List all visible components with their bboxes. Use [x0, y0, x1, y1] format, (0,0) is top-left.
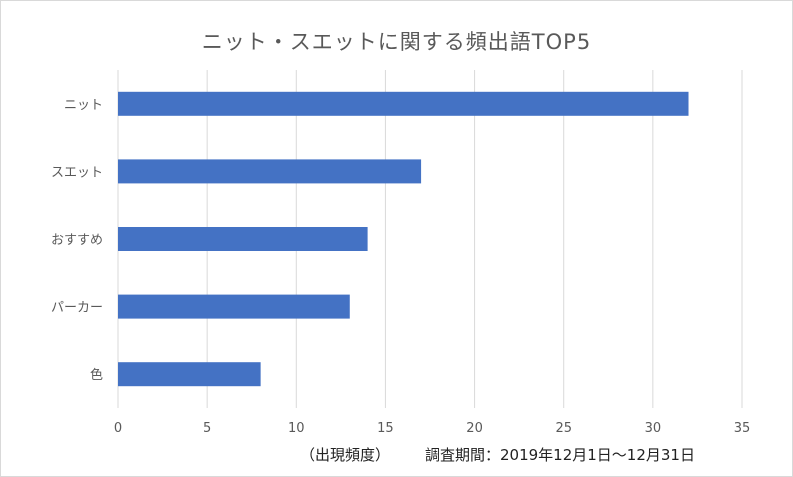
- chart-title: ニット・スエットに関する頻出語TOP5: [201, 30, 592, 54]
- x-tick-label: 5: [203, 421, 211, 436]
- bar: [118, 159, 422, 184]
- x-tick-label: 0: [114, 421, 122, 436]
- x-tick-label: 15: [377, 421, 394, 436]
- x-axis-label: （出現頻度）: [300, 446, 391, 464]
- bar: [118, 294, 350, 319]
- x-tick-label: 30: [645, 421, 662, 436]
- bar: [118, 362, 261, 387]
- x-tick-label: 25: [555, 421, 572, 436]
- y-category-label: パーカー: [51, 301, 103, 316]
- x-tick-label: 20: [466, 421, 483, 436]
- bar: [118, 227, 368, 251]
- x-tick-label: 10: [288, 421, 305, 436]
- bar: [118, 91, 689, 116]
- x-tick-label: 35: [734, 421, 751, 436]
- y-category-label: スエット: [51, 165, 103, 180]
- survey-period-annotation: 調査期間：2019年12月1日～12月31日: [425, 446, 695, 464]
- y-category-label: ニット: [64, 98, 103, 113]
- y-category-label: 色: [90, 367, 103, 383]
- y-category-label: おすすめ: [51, 233, 103, 248]
